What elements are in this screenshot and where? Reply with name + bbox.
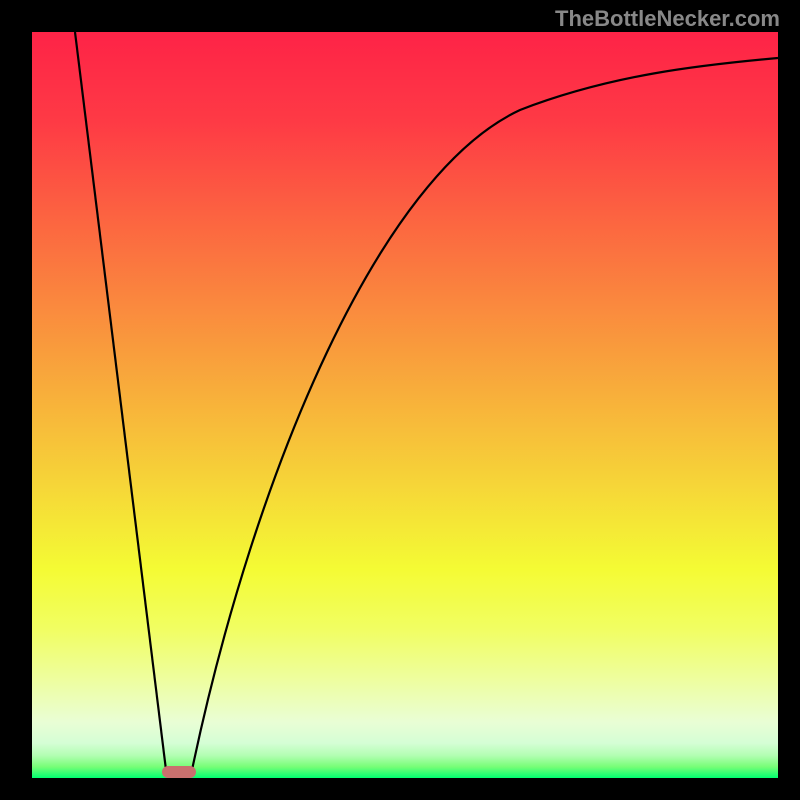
plot-area [32, 32, 778, 778]
curve-left-line [75, 32, 166, 770]
curve-right-arc [192, 58, 778, 770]
watermark-text: TheBottleNecker.com [555, 6, 780, 32]
chart-container: TheBottleNecker.com [0, 0, 800, 800]
curve-layer [32, 32, 778, 778]
min-marker [162, 766, 196, 778]
